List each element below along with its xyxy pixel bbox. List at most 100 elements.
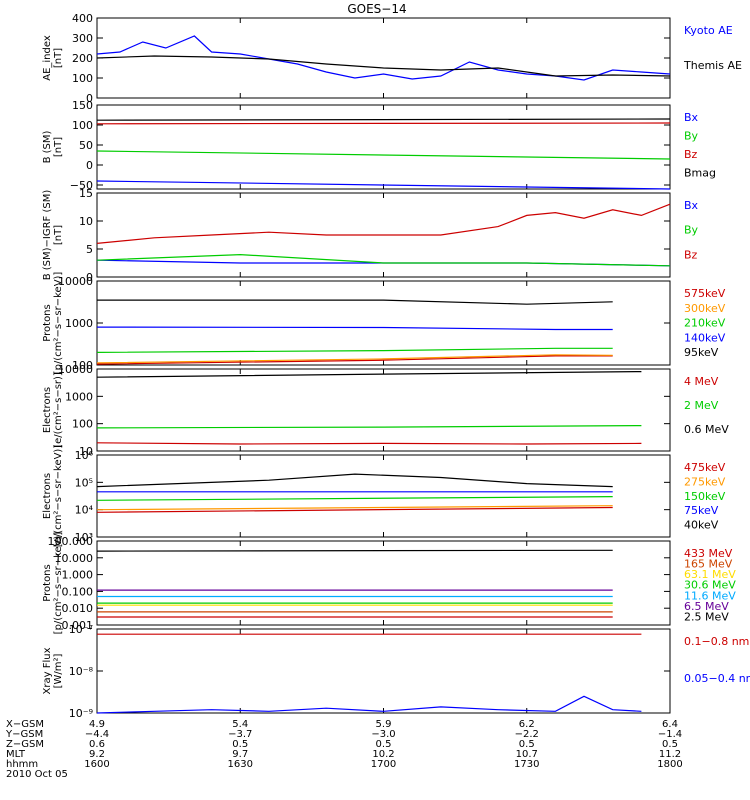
series-line: [96, 371, 642, 378]
y-tick-label: 5: [86, 243, 93, 256]
legend-entry: Bz: [684, 148, 698, 161]
x-row-label: hhmm: [6, 759, 38, 770]
legend-entry: By: [684, 130, 699, 143]
y-tick-label: 10000: [58, 363, 93, 376]
legend-entry: 75keV: [684, 504, 719, 517]
x-row-value: 0.5: [376, 739, 392, 750]
y-tick-label: 100: [72, 72, 93, 85]
x-row-value: 6.2: [519, 719, 535, 730]
series-line: [96, 150, 671, 160]
legend-entry: 433 MeV: [684, 547, 733, 560]
legend-entry: 275keV: [684, 475, 726, 488]
panel-frame: [96, 17, 671, 99]
legend-entry: 40keV: [684, 519, 719, 532]
series-line: [96, 122, 671, 125]
x-row-value: −3.0: [371, 729, 395, 740]
legend-entry: Bx: [684, 199, 699, 212]
legend-entry: Bmag: [684, 167, 716, 180]
series-line: [96, 203, 671, 244]
legend-entry: Bz: [684, 248, 698, 261]
legend-entry: 2.5 MeV: [684, 610, 729, 623]
y-axis-label: Protons[p/(cm²−s−sr−keV)]: [42, 272, 64, 375]
x-row-label: Z−GSM: [6, 739, 44, 750]
x-row-value: 0.6: [89, 739, 105, 750]
panel-frame: [96, 104, 671, 190]
x-row-value: 1730: [514, 759, 539, 770]
y-tick-label: 10⁴: [75, 504, 94, 517]
y-tick-label: 1000: [65, 390, 93, 403]
y-tick-label: 1000: [65, 317, 93, 330]
y-tick-label: 50: [79, 139, 93, 152]
legend-entry: 140keV: [684, 331, 726, 344]
legend-entry: 30.6 MeV: [684, 579, 736, 592]
y-tick-label: 10: [79, 445, 93, 458]
panel-xray: 10⁻⁹ 10⁻⁸ 10⁻⁷ Xray Flux[W/m²] 0.1−0.8 nm 0.0…: [42, 623, 750, 720]
legend-entry: 575keV: [684, 287, 726, 300]
y-tick-label: 10: [79, 215, 93, 228]
x-row-value: 0.5: [232, 739, 248, 750]
y-tick-label: 100: [72, 418, 93, 431]
series-line: [96, 180, 671, 190]
y-tick-label: 0.100: [62, 585, 94, 598]
x-row-value: 0.5: [662, 739, 678, 750]
y-tick-label: 0.010: [62, 602, 94, 615]
x-row-label: X−GSM: [6, 719, 44, 730]
legend-entry: 0.6 MeV: [684, 423, 729, 436]
x-row-value: 9.2: [89, 749, 105, 760]
legend-entry: 300keV: [684, 302, 726, 315]
x-axis-labels: X−GSM 4.9 5.4 5.9 6.2 6.4 Y−GSM −4.4 −3.7 −3.0 −2.…: [5, 719, 683, 780]
y-axis-label: Electrons[e/(cm²−s−sr)]: [42, 372, 64, 448]
series-line: [96, 347, 613, 353]
x-row-value: 9.7: [232, 749, 248, 760]
series-line: [96, 253, 671, 267]
y-tick-label: 100.000: [48, 535, 94, 548]
y-tick-label: 0.001: [62, 619, 94, 632]
series-line: [96, 695, 642, 714]
legend-entry: 475keV: [684, 461, 726, 474]
series-line: [96, 549, 613, 552]
legend-entry: 165 MeV: [684, 558, 733, 571]
y-tick-label: 10⁻⁷: [69, 623, 93, 636]
y-tick-label: 10⁶: [75, 449, 94, 462]
x-row-value: 10.2: [372, 749, 394, 760]
x-row-label: Y−GSM: [5, 729, 43, 740]
series-line: [96, 35, 671, 81]
legend-entry: 150keV: [684, 490, 726, 503]
y-tick-label: 0: [86, 159, 93, 172]
y-axis-label: Xray Flux[W/m²]: [42, 647, 64, 694]
series-line: [96, 355, 613, 365]
legend-entry: 63.1 MeV: [684, 568, 736, 581]
legend-entry: Bx: [684, 111, 699, 124]
series-line: [96, 496, 613, 501]
x-row-value: 1700: [371, 759, 396, 770]
panel-frame: [96, 368, 671, 452]
y-tick-label: 10⁵: [75, 476, 93, 489]
series-line: [96, 442, 642, 445]
series-line: [96, 55, 671, 77]
y-tick-label: 300: [72, 32, 93, 45]
legend-entry: By: [684, 224, 699, 237]
y-tick-label: −50: [70, 179, 93, 192]
legend-entry: 0.05−0.4 nm: [684, 672, 750, 685]
series-line: [96, 473, 613, 488]
legend-entry: 4 MeV: [684, 375, 719, 388]
y-tick-label: 150: [72, 99, 93, 112]
series-line: [97, 299, 613, 305]
x-row-value: −3.7: [228, 729, 252, 740]
y-axis-label: B (SM)−IGRF (SM)[nT]: [42, 190, 64, 281]
x-row-value: 11.2: [659, 749, 681, 760]
y-tick-label: 100: [72, 119, 93, 132]
series-line: [96, 506, 613, 513]
y-axis-label: Electrons[e/(cm²−s−sr−keV)]: [42, 445, 64, 548]
series-line: [96, 326, 613, 331]
legend-entry: 0.1−0.8 nm: [684, 635, 749, 648]
panel-protons_mev: 0.001 0.010 0.100 1.000 10.000 100.000Protons…: [42, 532, 736, 635]
y-tick-label: 10000: [58, 275, 93, 288]
panel-frame: [96, 454, 671, 538]
y-tick-label: 15: [79, 187, 93, 200]
y-tick-label: 200: [72, 52, 93, 65]
y-tick-label: 0: [86, 92, 93, 105]
x-row-value: 10.7: [516, 749, 538, 760]
